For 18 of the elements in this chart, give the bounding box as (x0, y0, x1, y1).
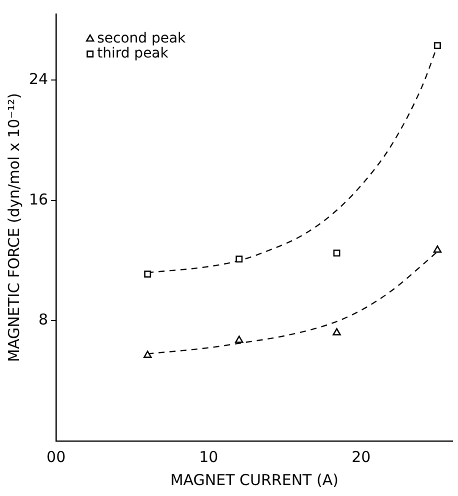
point (235, 336, 244, 343)
x-axis-title: MAGNET CURRENT (A) (170, 470, 338, 489)
y-axis-title: MAGNETIC FORCE (dyn/mol x 10⁻¹²) (4, 93, 23, 362)
point (433, 245, 442, 253)
point (144, 350, 152, 358)
point (236, 256, 243, 263)
y-tick-label: 24 (28, 70, 48, 88)
x-tick-label: 20 (352, 448, 371, 466)
x-tick-label: 10 (199, 448, 218, 466)
point (144, 270, 152, 278)
point (333, 250, 340, 257)
point (434, 42, 441, 50)
y-tick-label: 16 (28, 190, 48, 208)
legend-label: third peak (97, 46, 170, 62)
y-tick-label: 8 (38, 310, 48, 329)
point (332, 328, 341, 336)
legend-label: second peak (97, 30, 187, 47)
x-tick-label: 00 (46, 448, 66, 466)
